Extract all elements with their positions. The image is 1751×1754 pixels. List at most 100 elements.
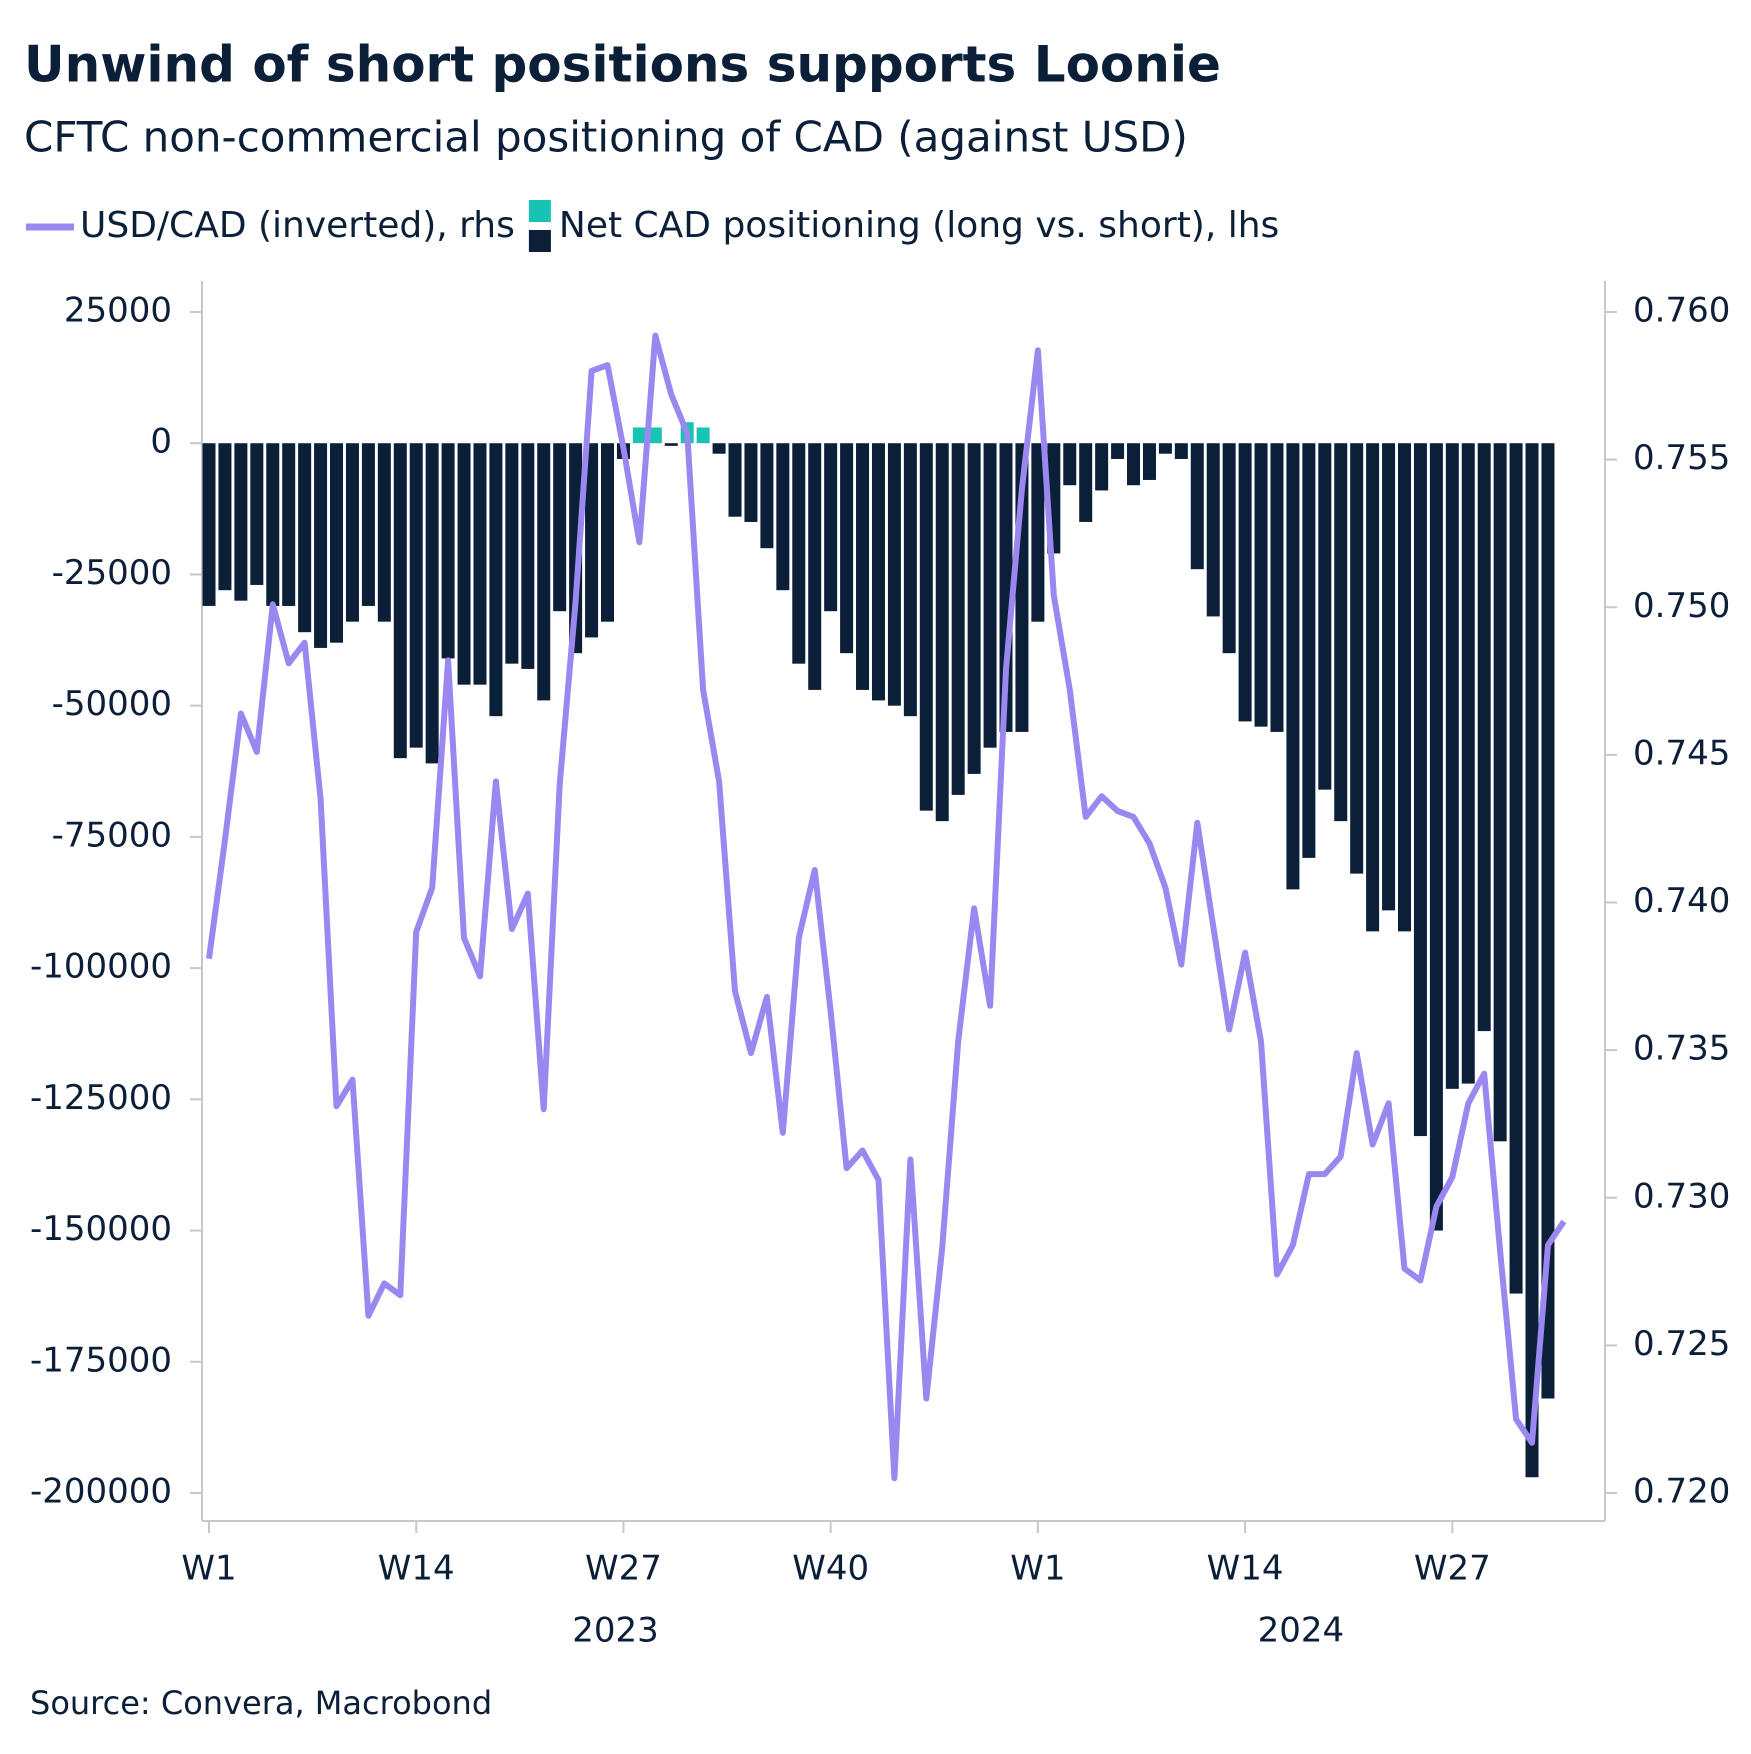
bar [903, 443, 917, 717]
x-tick-label: W27 [585, 1549, 662, 1589]
bar [1095, 443, 1109, 491]
bar [712, 443, 726, 454]
bar [1461, 443, 1475, 1084]
bar [330, 443, 344, 643]
bar [585, 443, 599, 638]
y-tick-label: -200000 [30, 1472, 172, 1512]
y2-tick-label: 0.735 [1633, 1029, 1730, 1069]
legend-label: USD/CAD (inverted), rhs [80, 205, 515, 246]
y-tick-label: -75000 [52, 815, 172, 855]
bar [521, 443, 535, 669]
bar [218, 443, 232, 591]
bar [983, 443, 997, 748]
bar [1079, 443, 1093, 522]
x-group-label: 2024 [1258, 1611, 1345, 1651]
line [206, 332, 1567, 1482]
y2-tick-label: 0.730 [1633, 1176, 1730, 1216]
bar [1302, 443, 1316, 858]
bar [1238, 443, 1252, 722]
bar [250, 443, 264, 585]
bar [425, 443, 439, 764]
y2-tick-label: 0.720 [1633, 1472, 1730, 1512]
x-group-label: 2023 [572, 1611, 659, 1651]
bar [1111, 443, 1125, 459]
bar [489, 443, 503, 717]
bar [664, 443, 678, 446]
bar [1382, 443, 1396, 911]
bar [457, 443, 471, 685]
y2-tick-label: 0.740 [1633, 881, 1730, 921]
bar [361, 443, 375, 606]
x-tick-label: W1 [181, 1549, 236, 1589]
bar [1413, 443, 1427, 1137]
bar [1031, 443, 1045, 622]
bar [1063, 443, 1077, 486]
bar [298, 443, 312, 633]
bar [1366, 443, 1380, 932]
bar [1350, 443, 1364, 874]
bar [696, 427, 710, 444]
bar [871, 443, 885, 701]
bar [856, 443, 870, 690]
bar [1127, 443, 1141, 486]
x-tick-label: W14 [378, 1549, 455, 1589]
bar [776, 443, 790, 591]
bar [1158, 443, 1172, 454]
bar [282, 443, 296, 606]
bar [345, 443, 359, 622]
bar [1525, 443, 1539, 1478]
bar [1254, 443, 1268, 727]
chart-title: Unwind of short positions supports Looni… [24, 36, 1221, 94]
x-tick-label: W27 [1414, 1549, 1491, 1589]
bar [1270, 443, 1284, 732]
x-tick-label: W40 [792, 1549, 869, 1589]
bar [473, 443, 487, 685]
bar [887, 443, 901, 706]
bar [505, 443, 519, 664]
bar [409, 443, 423, 748]
y-tick-label: -25000 [52, 553, 172, 593]
y-tick-label: -50000 [52, 684, 172, 724]
bar [728, 443, 742, 517]
bar [601, 443, 614, 622]
y2-tick-label: 0.755 [1633, 438, 1730, 478]
bar [1222, 443, 1236, 654]
bar [266, 443, 280, 606]
x-tick-label: W1 [1010, 1549, 1065, 1589]
bar [648, 427, 662, 444]
bar [1206, 443, 1220, 617]
bar [632, 427, 646, 444]
bar [553, 443, 567, 612]
chart-subtitle: CFTC non-commercial positioning of CAD (… [24, 113, 1188, 162]
bar [760, 443, 774, 549]
bar [1509, 443, 1523, 1294]
bar [234, 443, 248, 601]
source: Source: Convera, Macrobond [30, 1684, 492, 1722]
bar [808, 443, 822, 690]
bar [1493, 443, 1507, 1142]
bar [1541, 443, 1555, 1399]
bar [441, 443, 455, 659]
bar [1286, 443, 1300, 890]
bar [840, 443, 854, 654]
bar [537, 443, 551, 701]
y2-tick-label: 0.750 [1633, 586, 1730, 626]
bar [393, 443, 407, 759]
bar [1142, 443, 1156, 480]
bar [951, 443, 965, 795]
y-tick-label: -150000 [30, 1209, 172, 1249]
y-tick-label: 0 [150, 422, 172, 462]
legend-swatch [528, 230, 551, 252]
bar [1334, 443, 1348, 822]
bar [919, 443, 933, 811]
bar [314, 443, 328, 648]
bar [1477, 443, 1491, 1032]
y2-tick-label: 0.760 [1633, 291, 1730, 331]
y-tick-label: -125000 [30, 1078, 172, 1118]
bar [1398, 443, 1411, 932]
x-tick-label: W14 [1207, 1549, 1284, 1589]
bar [569, 443, 583, 654]
y2-tick-label: 0.725 [1633, 1324, 1730, 1364]
